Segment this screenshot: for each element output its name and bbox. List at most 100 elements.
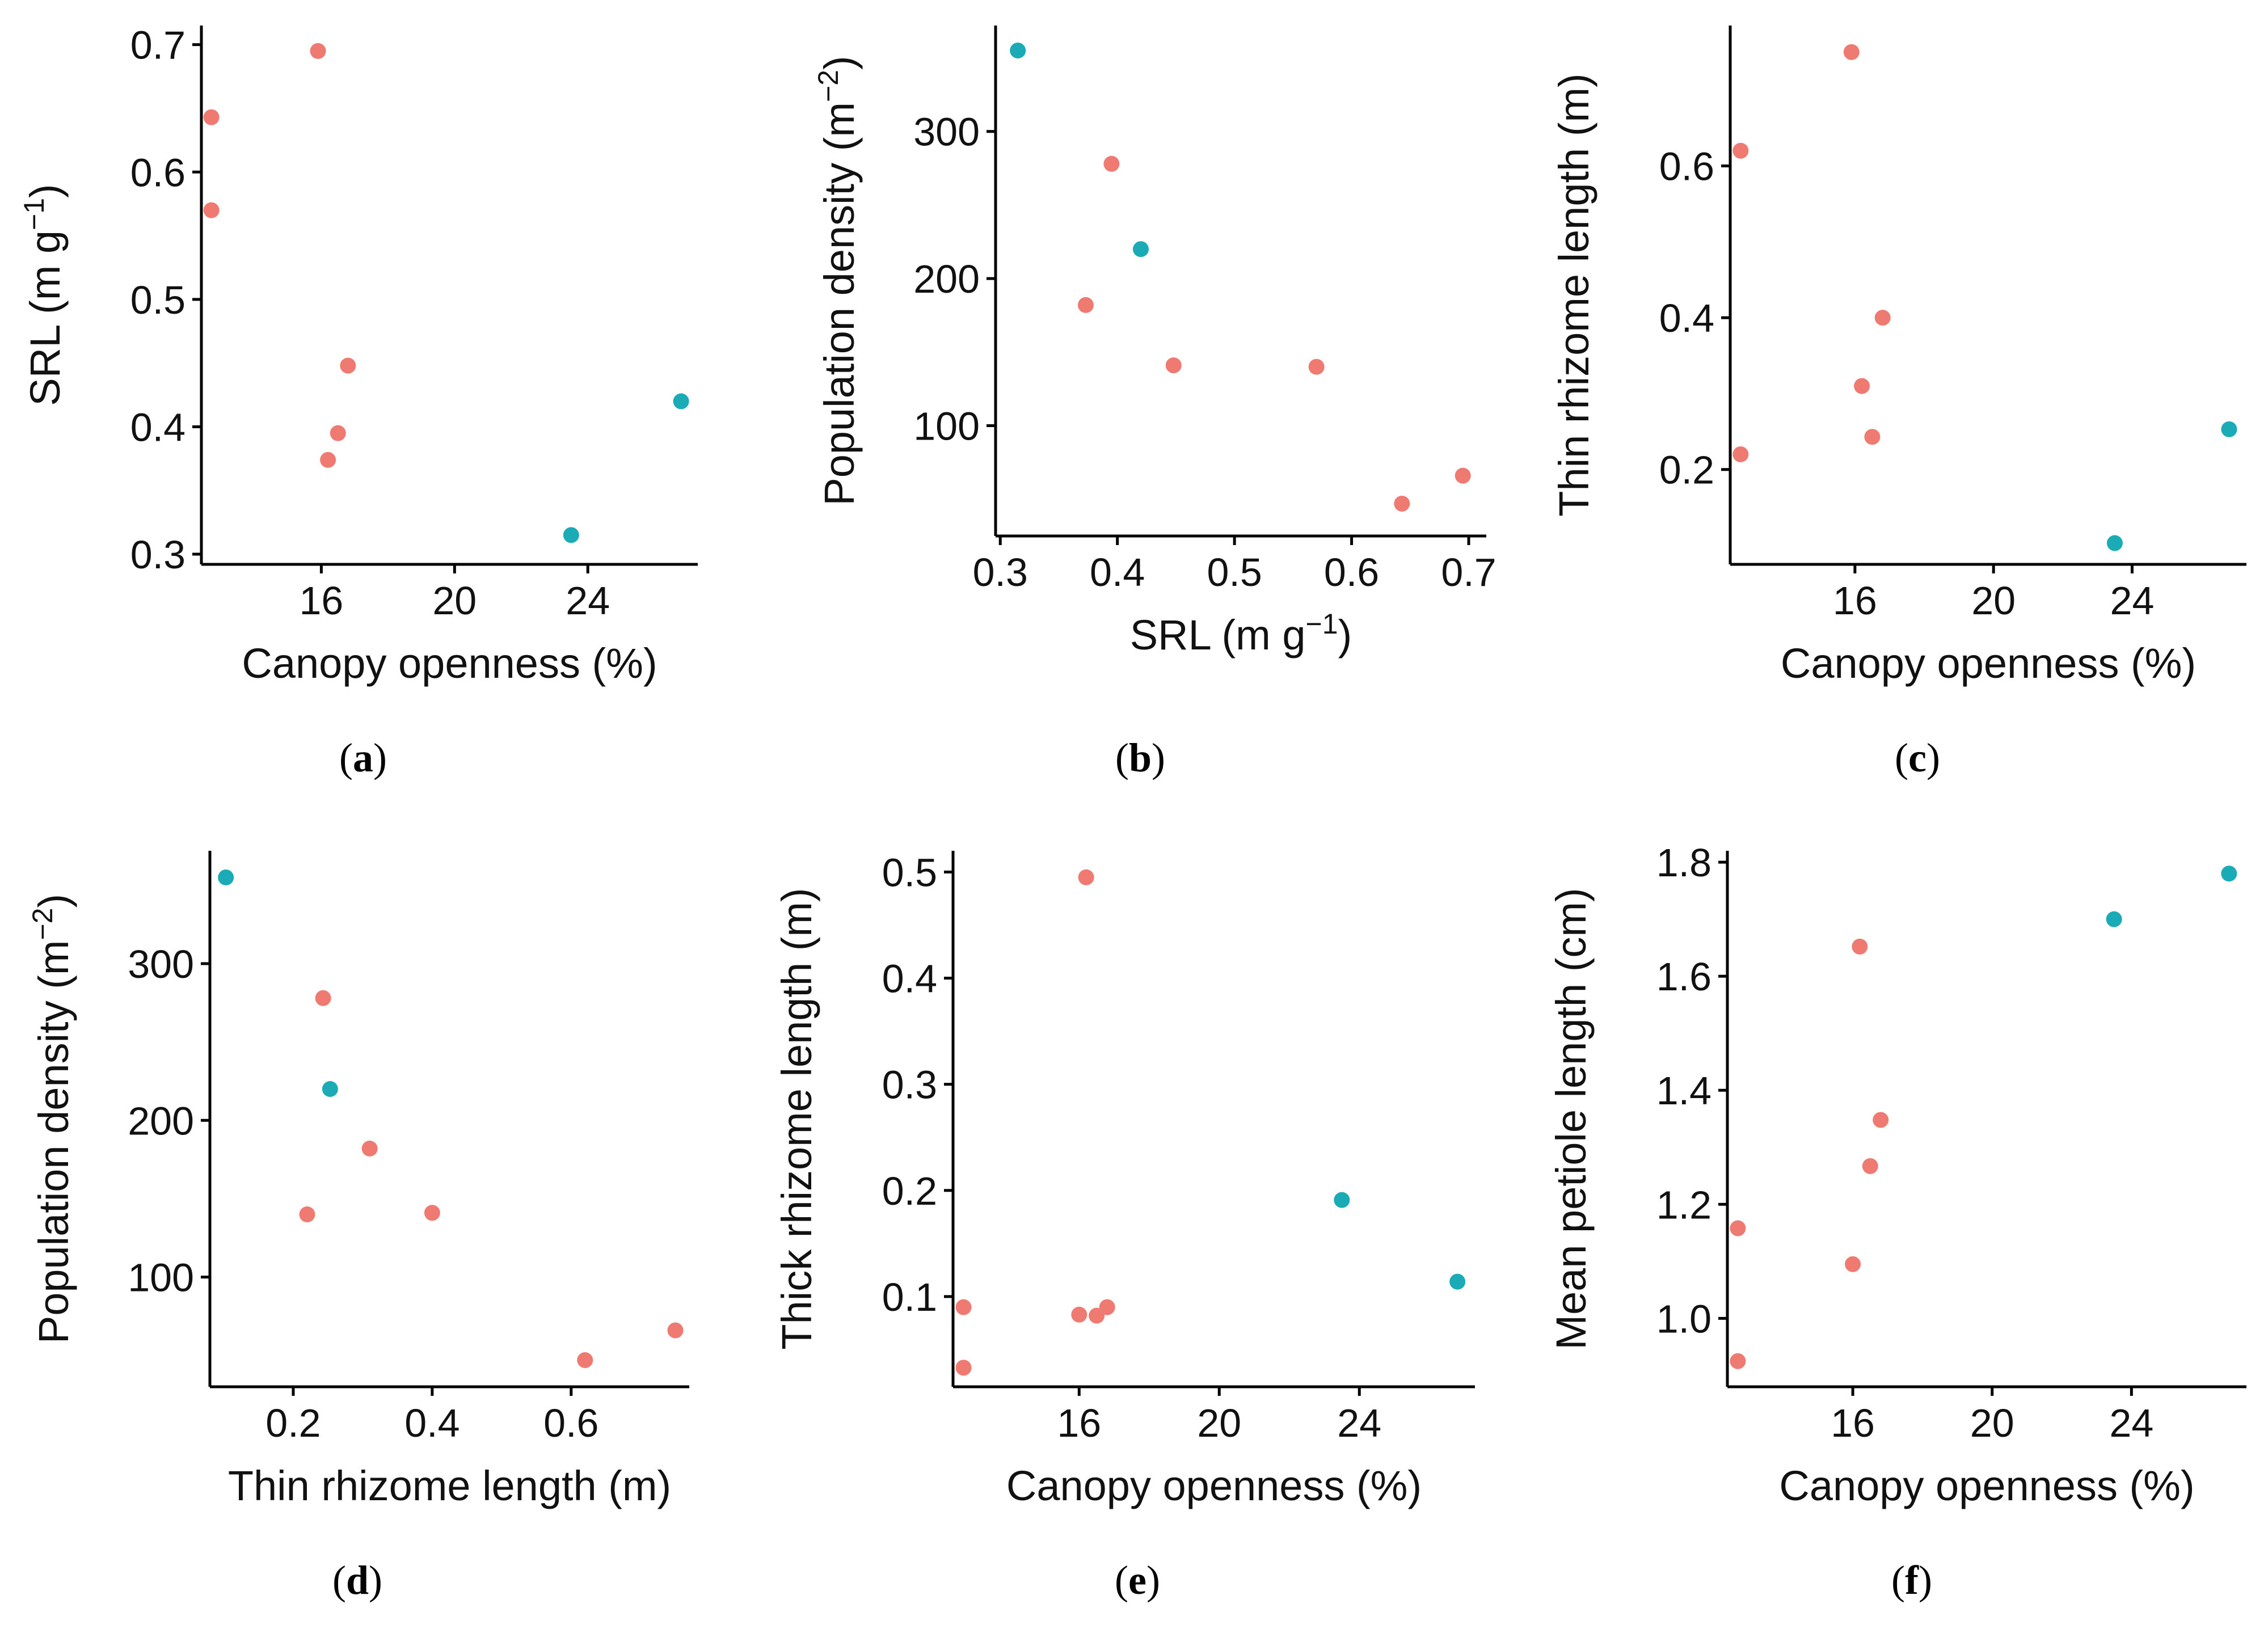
data-point-group1 — [1394, 495, 1410, 512]
y-tick-label: 0.6 — [130, 150, 186, 195]
x-axis-title: SRL (m g−1) — [1130, 608, 1352, 659]
panel-c: 16 20 24 0.2 0.4 0.6 Canopy openness (%) Thin r… — [1550, 26, 2246, 780]
y-tick-label: 0.1 — [882, 1275, 937, 1319]
y-axis-title: Population density (m−2) — [27, 894, 77, 1344]
panel-caption: (c) — [1895, 735, 1940, 780]
panel-caption: (d) — [332, 1558, 382, 1603]
y-tick-label: 1.2 — [1656, 1183, 1711, 1227]
data-point-group1 — [577, 1352, 593, 1369]
label-base: SRL (m g — [1130, 611, 1306, 659]
y-tick-label: 300 — [913, 110, 980, 154]
y-axis-title: SRL (m g−1) — [18, 184, 69, 406]
x-tick-label: 0.6 — [543, 1401, 598, 1445]
x-tick-label: 24 — [1337, 1401, 1381, 1445]
y-axis-title: Population density (m−2) — [812, 56, 863, 505]
y-tick-label: 0.6 — [1659, 145, 1714, 189]
label-tail: ) — [1338, 611, 1352, 659]
panel-a: 16 20 24 0.3 0.4 0.5 0.6 0.7 Canopy openness (%)… — [18, 23, 698, 780]
data-point-group1 — [310, 43, 326, 59]
y-tick-label: 0.3 — [882, 1063, 937, 1107]
x-tick-label: 0.4 — [1090, 550, 1145, 594]
x-tick-label: 0.5 — [1207, 550, 1262, 594]
data-point-group2 — [2106, 535, 2123, 551]
y-tick-label: 100 — [128, 1256, 194, 1300]
label-superscript: −2 — [812, 70, 844, 102]
data-point-group2 — [673, 393, 689, 410]
panel-caption: (f) — [1891, 1558, 1932, 1603]
data-point-group1 — [1862, 1158, 1878, 1174]
data-point-group2 — [218, 869, 234, 885]
x-tick-label: 24 — [2109, 1401, 2153, 1445]
data-point-group1 — [1077, 297, 1094, 313]
label-superscript: −1 — [18, 198, 50, 230]
data-point-group1 — [1089, 1307, 1105, 1324]
x-tick-label: 0.4 — [404, 1401, 459, 1445]
data-point-group2 — [1010, 43, 1026, 59]
data-point-group1 — [203, 109, 220, 125]
x-tick-label: 0.6 — [1324, 550, 1379, 594]
x-tick-label: 0.2 — [265, 1401, 321, 1445]
data-point-group2 — [2106, 911, 2122, 927]
label-superscript: −1 — [1306, 608, 1338, 640]
x-tick-label: 16 — [1833, 579, 1877, 623]
data-point-group1 — [1873, 1112, 1889, 1128]
data-point-group1 — [203, 202, 220, 218]
x-axis-title: Canopy openness (%) — [1781, 640, 2196, 687]
y-tick-label: 1.6 — [1656, 955, 1711, 999]
x-axis-title: Thin rhizome length (m) — [228, 1462, 671, 1509]
y-tick-label: 0.4 — [1659, 296, 1714, 340]
data-point-group1 — [424, 1205, 440, 1221]
data-point-group1 — [1732, 142, 1749, 159]
x-tick-label: 20 — [432, 579, 477, 623]
data-point-group2 — [322, 1081, 338, 1097]
data-point-group1 — [1730, 1220, 1746, 1236]
y-tick-label: 0.2 — [1659, 448, 1714, 492]
y-tick-label: 0.5 — [882, 850, 937, 894]
data-point-group1 — [1845, 1256, 1861, 1272]
x-tick-label: 24 — [566, 579, 610, 623]
x-tick-label: 20 — [1197, 1401, 1241, 1445]
y-tick-label: 1.4 — [1656, 1069, 1711, 1113]
label-tail: ) — [816, 56, 863, 70]
data-point-group1 — [1730, 1353, 1746, 1369]
data-point-group2 — [2221, 421, 2237, 437]
data-point-group1 — [299, 1206, 315, 1223]
label-superscript: −2 — [27, 908, 58, 940]
data-point-group1 — [1852, 938, 1868, 955]
data-point-group2 — [1132, 241, 1149, 258]
x-tick-label: 16 — [1057, 1401, 1101, 1445]
y-axis-title: Thick rhizome length (m) — [773, 888, 820, 1349]
y-tick-label: 0.2 — [882, 1169, 937, 1213]
y-axis-title: Mean petiole length (cm) — [1548, 888, 1595, 1349]
data-point-group1 — [320, 451, 336, 468]
data-point-group2 — [1449, 1273, 1466, 1290]
y-tick-label: 200 — [913, 257, 980, 301]
x-tick-label: 0.3 — [973, 550, 1028, 594]
y-tick-label: 1.8 — [1656, 841, 1711, 885]
data-point-group1 — [1854, 378, 1870, 394]
data-point-group1 — [1455, 467, 1471, 484]
panel-caption: (a) — [339, 735, 387, 780]
x-axis-title: Canopy openness (%) — [242, 640, 657, 687]
y-tick-label: 0.4 — [882, 957, 937, 1001]
panel-caption-letter: e — [1128, 1558, 1146, 1603]
y-tick-label: 300 — [128, 942, 194, 986]
data-point-group1 — [1165, 357, 1182, 374]
panel-caption-letter: b — [1129, 735, 1152, 780]
panel-caption: (b) — [1115, 735, 1165, 780]
data-point-group1 — [1099, 1299, 1115, 1315]
data-point-group1 — [1732, 446, 1749, 462]
data-point-group2 — [1334, 1192, 1350, 1208]
panel-caption-letter: f — [1905, 1558, 1919, 1603]
x-tick-label: 20 — [1970, 1401, 2014, 1445]
y-tick-label: 0.7 — [130, 23, 186, 67]
x-tick-label: 16 — [1831, 1401, 1875, 1445]
x-axis-title: Canopy openness (%) — [1779, 1462, 2194, 1509]
x-tick-label: 16 — [299, 579, 343, 623]
data-point-group1 — [1308, 358, 1325, 375]
data-point-group2 — [2221, 866, 2237, 882]
data-point-group1 — [1864, 429, 1881, 445]
data-point-group1 — [1071, 1306, 1087, 1323]
label-tail: ) — [22, 184, 69, 198]
